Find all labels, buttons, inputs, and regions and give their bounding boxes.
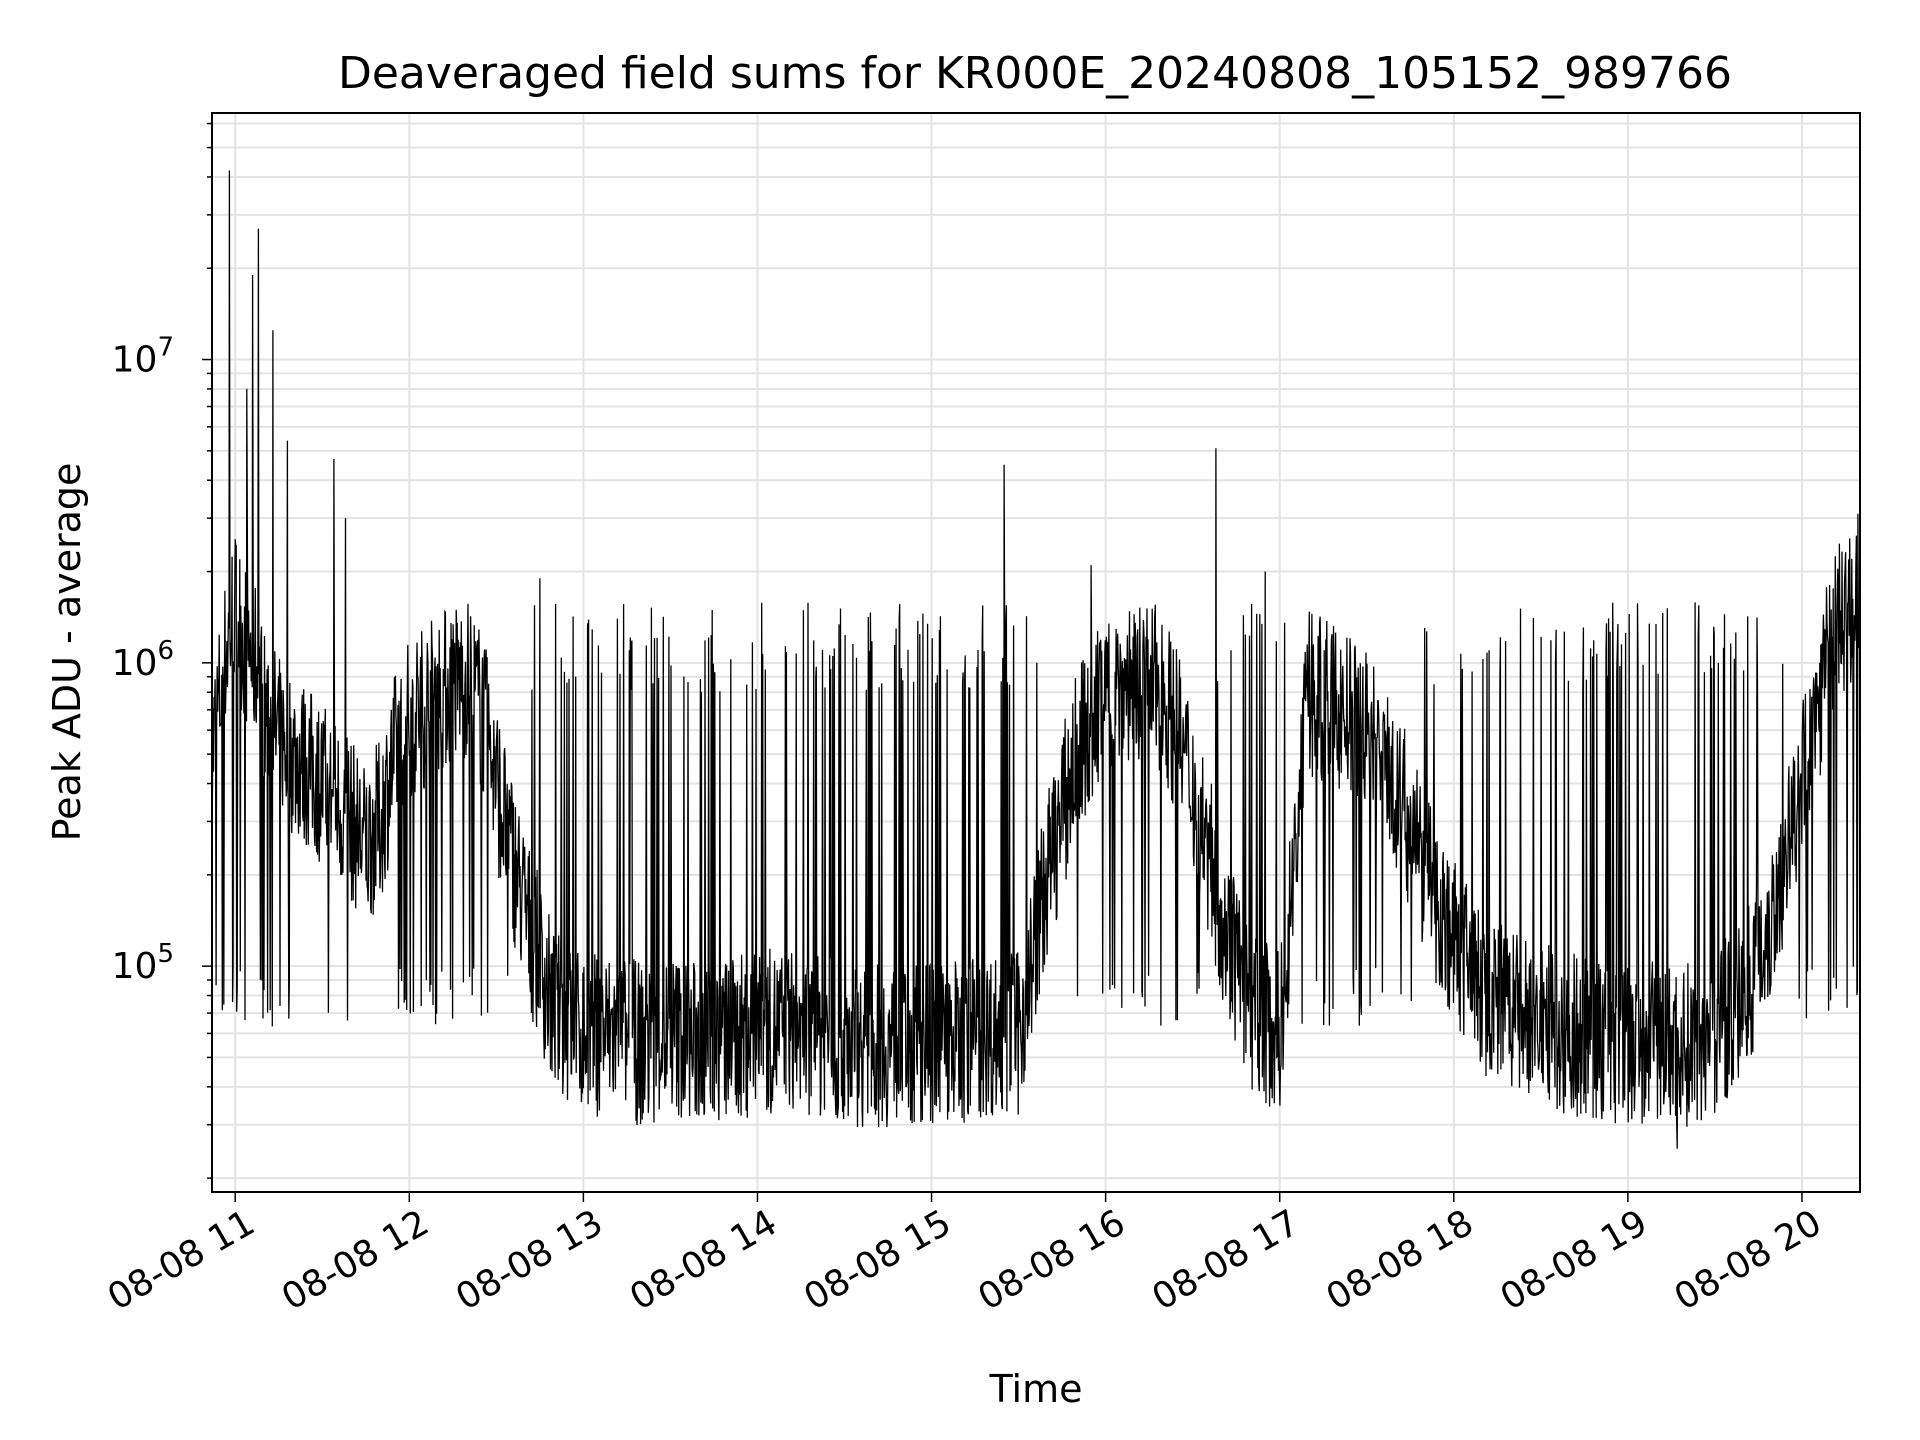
chart-title: Deaveraged field sums for KR000E_2024080… (338, 48, 1732, 99)
y-tick-label: 105 (112, 939, 174, 987)
y-tick-base: 10 (112, 340, 158, 381)
y-tick-base: 10 (112, 643, 158, 684)
y-tick-label: 107 (112, 333, 174, 381)
y-tick-exponent: 5 (157, 939, 174, 969)
y-tick-label: 106 (112, 636, 174, 684)
series-line (211, 170, 1861, 1149)
y-tick-base: 10 (112, 946, 158, 987)
y-tick-exponent: 6 (157, 636, 174, 666)
x-axis-label: Time (989, 1367, 1083, 1411)
y-axis-label: Peak ADU - average (45, 463, 89, 842)
plot-series (211, 170, 1861, 1149)
y-tick-exponent: 7 (157, 333, 174, 363)
plot-frame (211, 112, 1861, 1193)
